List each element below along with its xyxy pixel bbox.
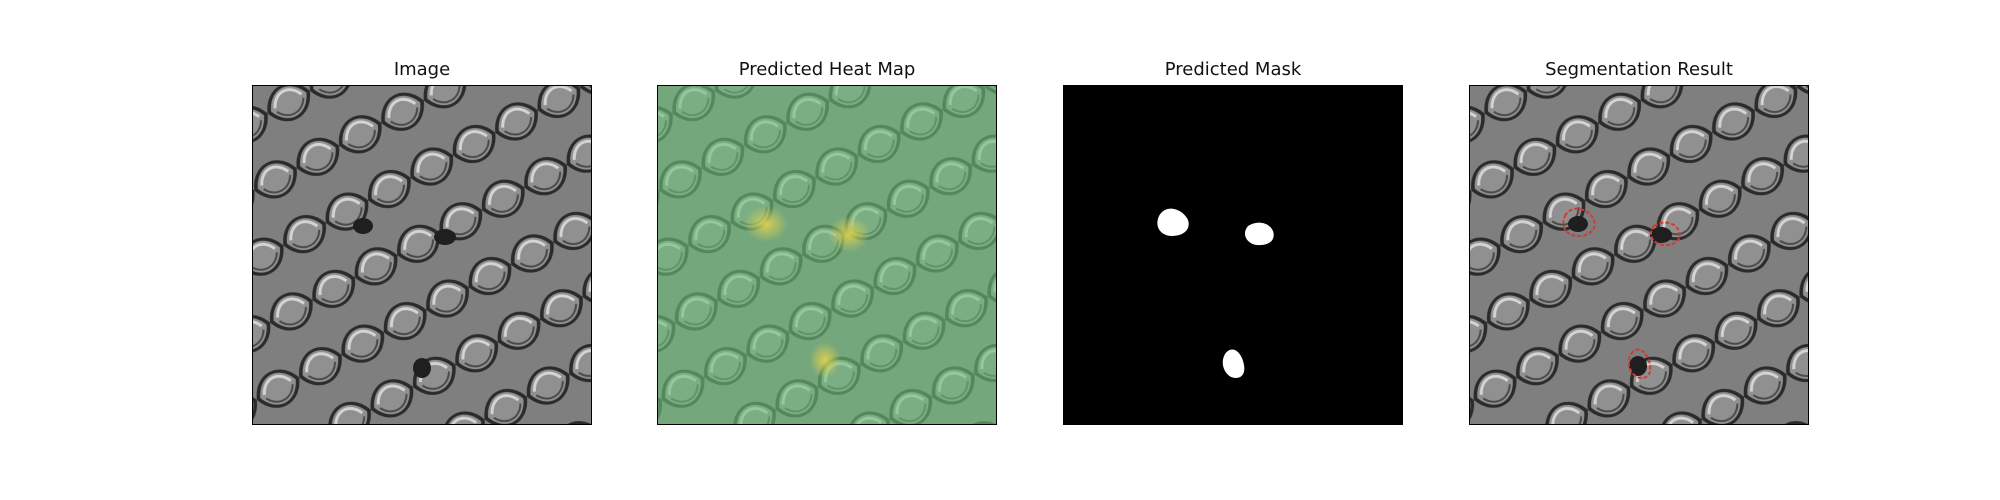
input-image: [253, 86, 591, 424]
panel-segmentation: Segmentation Result: [1469, 58, 1809, 428]
panel-title-image: Image: [393, 59, 451, 80]
segmentation-image: [1470, 86, 1808, 424]
panel-heat-map: Predicted Heat Map: [657, 58, 997, 428]
panel-mask: Predicted Mask: [1063, 58, 1403, 428]
panel-title-heat-map: Predicted Heat Map: [738, 59, 916, 80]
heat-map-image: [658, 86, 996, 424]
panel-image: Image: [252, 58, 592, 428]
mask-frame: [1063, 85, 1403, 425]
heat-map-frame: [657, 85, 997, 425]
image-frame: [252, 85, 592, 425]
panel-title-segmentation: Segmentation Result: [1545, 59, 1733, 80]
panel-title-mask: Predicted Mask: [1164, 59, 1302, 80]
segmentation-frame: [1469, 85, 1809, 425]
mask-image: [1064, 86, 1402, 424]
